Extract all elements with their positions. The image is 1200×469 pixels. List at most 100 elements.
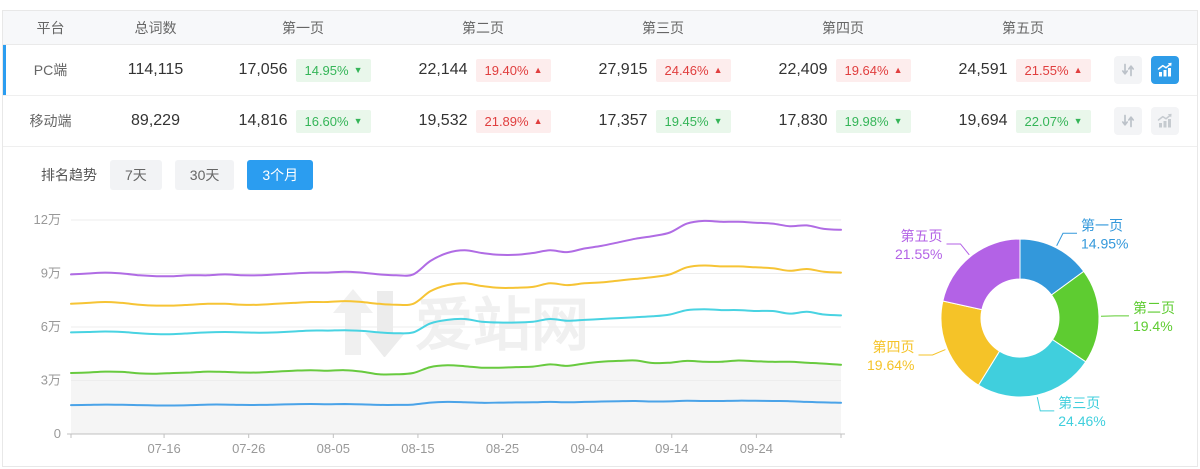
col-header-page-1: 第一页	[282, 19, 324, 36]
tab-30d[interactable]: 30天	[174, 160, 235, 190]
selected-row-indicator	[3, 96, 6, 146]
trend-line-series-cyan[interactable]	[70, 308, 842, 336]
change-badge: 24.46% ▲	[656, 58, 731, 82]
page-1-cell: 17,056 14.95% ▼	[213, 58, 393, 82]
donut-label-line	[1036, 397, 1055, 412]
watermark-text: 爱站网	[415, 293, 589, 358]
donut-label-name: 第二页	[1133, 300, 1175, 316]
donut-slice-3[interactable]	[977, 338, 1087, 398]
triangle-up-icon: ▲	[1073, 64, 1083, 75]
y-axis-label: 9万	[41, 266, 61, 281]
donut-label-name: 第三页	[1058, 395, 1100, 411]
donut-label-name: 第一页	[1081, 217, 1123, 233]
x-axis-label: 09-24	[740, 441, 773, 456]
area-fill	[71, 360, 841, 434]
triangle-down-icon: ▼	[713, 115, 723, 126]
page-5-cell: 19,694 22.07% ▼	[933, 109, 1113, 133]
change-percent: 22.07%	[1024, 113, 1069, 129]
page-count: 17,357	[598, 112, 648, 129]
change-percent: 14.95%	[304, 62, 349, 78]
change-percent: 24.46%	[664, 62, 709, 78]
page-count: 19,694	[958, 112, 1008, 129]
tab-3m[interactable]: 3个月	[247, 160, 314, 190]
row-actions	[1113, 107, 1197, 135]
tab-7d[interactable]: 7天	[110, 160, 162, 190]
selected-row-indicator	[3, 45, 6, 95]
change-badge: 21.55% ▲	[1016, 58, 1091, 82]
trend-line-series-blue[interactable]	[70, 399, 842, 407]
triangle-down-icon: ▼	[353, 64, 363, 75]
row-actions	[1113, 56, 1197, 84]
page-3-cell: 17,357 19.45% ▼	[573, 109, 753, 133]
triangle-up-icon: ▲	[533, 64, 543, 75]
page-count: 14,816	[238, 112, 288, 129]
donut-label-percent: 19.4%	[1133, 318, 1173, 334]
change-badge: 22.07% ▼	[1016, 109, 1091, 133]
x-axis-label: 07-16	[147, 441, 180, 456]
page-distribution-donut[interactable]: 第一页 14.95% 第二页 19.4% 第三页 24.46% 第四页 19.64% 第五页 21…	[867, 195, 1197, 467]
col-header-total: 总词数	[134, 19, 177, 36]
change-badge: 19.98% ▼	[836, 109, 911, 133]
change-percent: 19.40%	[484, 62, 529, 78]
y-axis-label: 3万	[41, 373, 61, 388]
bar-chart-icon	[1157, 62, 1172, 77]
keyword-rank-widget: 平台 总词数 第一页 第二页 第三页 第四页 第五页 PC端 114,115 17,056 14.…	[2, 10, 1198, 467]
sort-toggle-button[interactable]	[1113, 107, 1142, 135]
page-4-cell: 17,830 19.98% ▼	[753, 109, 933, 133]
triangle-up-icon: ▲	[533, 115, 543, 126]
triangle-up-icon: ▲	[893, 64, 903, 75]
time-range-tabs: 7天 30天 3个月	[110, 160, 314, 190]
chart-toggle-button[interactable]	[1150, 107, 1179, 135]
table-header: 平台 总词数 第一页 第二页 第三页 第四页 第五页	[3, 11, 1197, 45]
donut-label-line	[918, 349, 946, 356]
col-header-page-2: 第二页	[462, 19, 504, 36]
donut-label-line	[946, 243, 970, 256]
charts-row: 爱站网 0 3万 6万 9万 12万 07-16 07-26 08-05 08-15 08-25 09…	[3, 195, 1197, 467]
x-axis-label: 08-05	[317, 441, 350, 456]
donut-label-percent: 19.64%	[867, 357, 914, 373]
table-body: PC端 114,115 17,056 14.95% ▼ 22,144 19.40% ▲ 27,9…	[3, 45, 1197, 147]
page-2-cell: 22,144 19.40% ▲	[393, 58, 573, 82]
change-percent: 19.98%	[844, 113, 889, 129]
sort-toggle-button[interactable]	[1113, 56, 1142, 84]
trend-line-chart[interactable]: 爱站网 0 3万 6万 9万 12万 07-16 07-26 08-05 08-15 08-25 09…	[3, 195, 873, 467]
page-count: 17,056	[238, 61, 288, 78]
change-badge: 21.89% ▲	[476, 109, 551, 133]
donut-label-name: 第五页	[900, 228, 942, 244]
trend-line-series-purple[interactable]	[70, 219, 842, 278]
change-percent: 16.60%	[304, 113, 349, 129]
chart-toggle-button[interactable]	[1150, 56, 1179, 84]
sort-arrows-icon	[1121, 114, 1134, 128]
triangle-up-icon: ▲	[713, 64, 723, 75]
page-4-cell: 22,409 19.64% ▲	[753, 58, 933, 82]
trend-toolbar: 排名趋势 7天 30天 3个月	[3, 147, 1197, 190]
platform-cell: PC端	[33, 62, 68, 78]
table-row[interactable]: 移动端 89,229 14,816 16.60% ▼ 19,532 21.89% ▲ 17,35…	[3, 96, 1197, 147]
page-count: 24,591	[958, 61, 1008, 78]
trend-line-series-green[interactable]	[70, 359, 842, 376]
table-row[interactable]: PC端 114,115 17,056 14.95% ▼ 22,144 19.40% ▲ 27,9…	[3, 45, 1197, 96]
change-badge: 19.45% ▼	[656, 109, 731, 133]
watermark-logo-down-arrow-icon	[365, 291, 405, 357]
donut-label-percent: 24.46%	[1058, 413, 1105, 429]
col-header-platform: 平台	[36, 19, 65, 36]
page-5-cell: 24,591 21.55% ▲	[933, 58, 1113, 82]
y-axis-label: 0	[54, 426, 61, 441]
page-count: 27,915	[598, 61, 648, 78]
total-words-cell: 114,115	[127, 61, 184, 78]
triangle-down-icon: ▼	[353, 115, 363, 126]
x-axis-label: 08-25	[486, 441, 519, 456]
donut-slice-5[interactable]	[942, 238, 1021, 311]
page-count: 22,144	[418, 61, 468, 78]
change-percent: 19.45%	[664, 113, 709, 129]
donut-label-percent: 21.55%	[895, 246, 942, 262]
trend-title: 排名趋势	[41, 167, 97, 183]
bar-chart-icon	[1157, 113, 1172, 128]
platform-cell: 移动端	[29, 113, 72, 129]
change-badge: 14.95% ▼	[296, 58, 371, 82]
y-axis-label: 12万	[34, 212, 61, 227]
trend-line-series-yellow[interactable]	[70, 264, 842, 307]
page-count: 19,532	[418, 112, 468, 129]
x-axis-label: 07-26	[232, 441, 265, 456]
col-header-page-4: 第四页	[822, 19, 864, 36]
